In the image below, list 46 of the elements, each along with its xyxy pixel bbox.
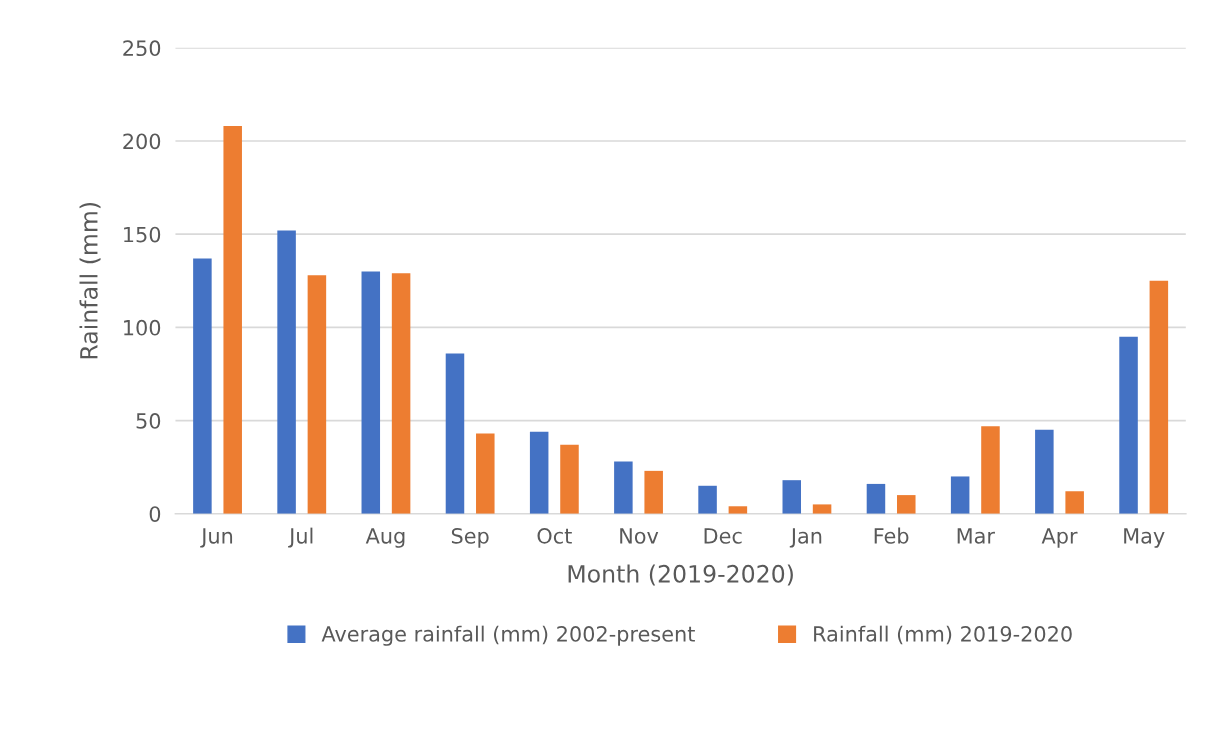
- bar: [445, 353, 465, 514]
- x-tick-label: Feb: [874, 527, 909, 544]
- y-tick-label: 100: [124, 319, 161, 336]
- bar: [307, 275, 327, 514]
- bar: [812, 504, 832, 514]
- bar: [1035, 429, 1054, 514]
- bar: [1065, 491, 1084, 514]
- x-tick-label: Dec: [704, 528, 742, 544]
- bar: [476, 433, 495, 514]
- x-tick-label: Jun: [200, 528, 233, 548]
- bar: [361, 271, 381, 514]
- y-axis-title: Rainfall (mm): [79, 202, 101, 359]
- y-tick-label: 200: [123, 133, 161, 150]
- bar: [950, 476, 970, 514]
- y-tick-label: 250: [123, 40, 161, 57]
- bar: [897, 495, 916, 514]
- bar: [277, 230, 296, 514]
- legend-label: Average rainfall (mm) 2002-present: [321, 625, 695, 646]
- x-tick-label: Jan: [789, 528, 822, 548]
- bar: [1149, 280, 1169, 514]
- bar: [981, 426, 1000, 514]
- bar: [529, 431, 549, 514]
- bar: [391, 273, 411, 514]
- x-axis-title: Month (2019-2020): [568, 564, 793, 586]
- y-tick-label: 150: [124, 226, 161, 243]
- bar: [728, 506, 748, 514]
- x-tick-label: May: [1124, 528, 1165, 548]
- bar: [1119, 336, 1138, 514]
- bar: [782, 480, 802, 514]
- x-tick-label: Mar: [957, 528, 995, 544]
- bar: [866, 483, 886, 514]
- legend-label: Rainfall (mm) 2019-2020: [814, 625, 1072, 645]
- bar: [644, 470, 663, 514]
- bar: [193, 258, 212, 514]
- x-tick-label: Jul: [288, 527, 313, 548]
- x-tick-label: Oct: [537, 527, 572, 544]
- bar: [560, 444, 579, 514]
- x-tick-label: Sep: [451, 527, 489, 548]
- bar: [223, 126, 242, 514]
- x-tick-label: Aug: [365, 528, 405, 548]
- bar: [614, 461, 633, 514]
- x-tick-label: Apr: [1041, 528, 1078, 548]
- x-tick-label: Nov: [620, 528, 659, 544]
- y-tick-label: 50: [136, 413, 161, 429]
- bar: [698, 485, 717, 514]
- y-tick-label: 0: [149, 506, 161, 522]
